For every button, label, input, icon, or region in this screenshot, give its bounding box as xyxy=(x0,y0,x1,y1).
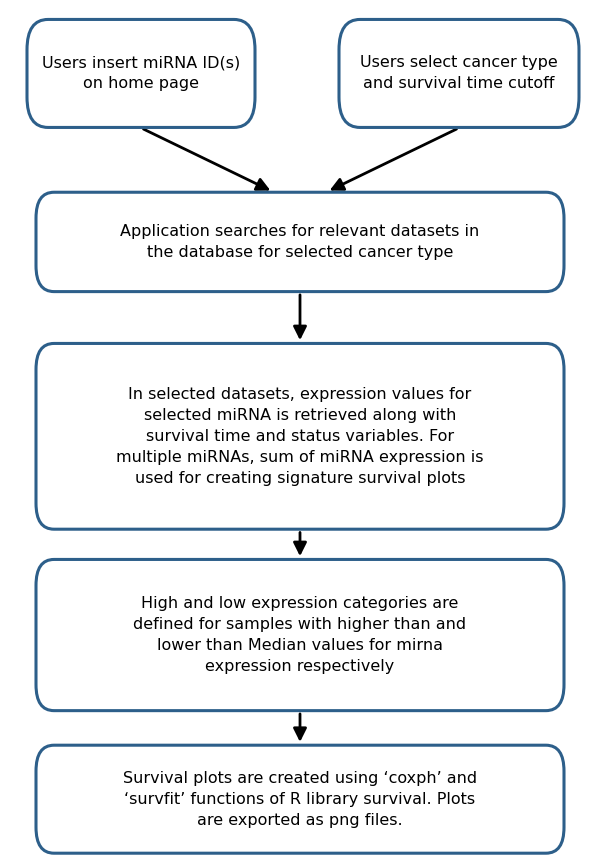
FancyBboxPatch shape xyxy=(339,19,579,127)
Text: Survival plots are created using ‘coxph’ and
‘survfit’ functions of R library su: Survival plots are created using ‘coxph’… xyxy=(123,771,477,828)
FancyBboxPatch shape xyxy=(36,343,564,529)
Text: Users insert miRNA ID(s)
on home page: Users insert miRNA ID(s) on home page xyxy=(42,55,240,92)
FancyBboxPatch shape xyxy=(36,745,564,854)
Text: High and low expression categories are
defined for samples with higher than and
: High and low expression categories are d… xyxy=(133,596,467,674)
Text: In selected datasets, expression values for
selected miRNA is retrieved along wi: In selected datasets, expression values … xyxy=(116,387,484,486)
Text: Users select cancer type
and survival time cutoff: Users select cancer type and survival ti… xyxy=(360,55,558,92)
Text: Application searches for relevant datasets in
the database for selected cancer t: Application searches for relevant datase… xyxy=(121,224,479,260)
FancyBboxPatch shape xyxy=(36,193,564,292)
FancyBboxPatch shape xyxy=(27,19,255,127)
FancyBboxPatch shape xyxy=(36,560,564,710)
